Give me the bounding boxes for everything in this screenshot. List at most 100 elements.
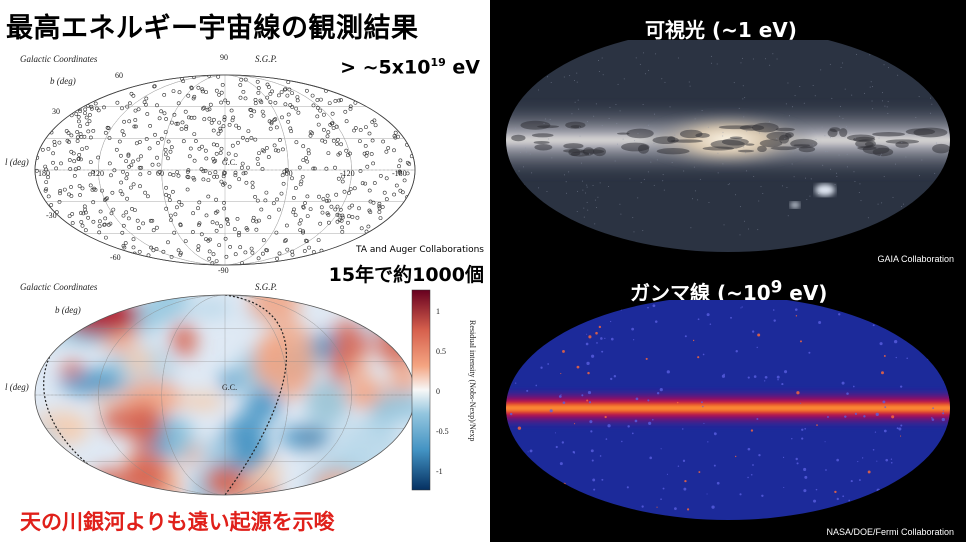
cb-tick-1: 1 xyxy=(436,307,440,316)
event-dot xyxy=(214,197,219,202)
star xyxy=(576,210,578,212)
event-dot xyxy=(104,197,108,202)
event-dot xyxy=(126,153,131,158)
gamma-source xyxy=(588,401,592,404)
gamma-source xyxy=(590,430,593,433)
event-dot xyxy=(223,157,228,162)
star xyxy=(637,133,639,135)
star xyxy=(740,62,742,64)
star xyxy=(707,126,709,128)
event-dot xyxy=(344,119,349,124)
gamma-source xyxy=(509,412,513,416)
event-dot xyxy=(167,198,172,202)
dust-patch xyxy=(905,128,936,136)
event-dot xyxy=(196,85,201,90)
gamma-source xyxy=(804,427,807,430)
event-dot xyxy=(108,221,113,226)
event-dot xyxy=(329,204,334,209)
event-dot xyxy=(367,188,372,193)
event-dot xyxy=(147,171,152,175)
event-dot xyxy=(196,247,201,252)
event-dot xyxy=(179,127,184,131)
event-dot xyxy=(201,177,206,182)
star xyxy=(822,164,824,166)
event-dot xyxy=(179,202,184,207)
residual-blob xyxy=(203,464,245,495)
event-dot xyxy=(164,185,169,190)
event-dot xyxy=(317,194,321,199)
residual-blob xyxy=(170,323,197,358)
event-dot xyxy=(392,192,397,197)
gamma-source xyxy=(752,464,754,466)
event-dot xyxy=(121,169,125,174)
gamma-source xyxy=(561,441,565,444)
event-dot xyxy=(275,197,279,202)
dust-patch xyxy=(534,144,553,151)
gamma-source xyxy=(883,354,886,357)
gamma-source xyxy=(596,342,598,344)
gamma-source xyxy=(883,429,887,433)
event-dot xyxy=(157,116,162,121)
event-dot xyxy=(316,122,321,127)
gamma-source xyxy=(601,478,604,481)
star xyxy=(647,124,649,126)
event-dot xyxy=(93,187,98,192)
event-dot xyxy=(115,100,120,105)
gamma-source xyxy=(514,382,517,384)
event-dot xyxy=(236,233,241,238)
star xyxy=(915,117,917,119)
event-dot xyxy=(202,117,207,122)
gamma-source xyxy=(893,326,896,329)
star xyxy=(519,152,521,154)
event-dot xyxy=(197,146,202,151)
gamma-source xyxy=(586,361,590,366)
event-dot xyxy=(350,215,355,219)
event-dot xyxy=(261,113,266,118)
event-dot xyxy=(204,213,209,218)
dust-patch xyxy=(537,125,560,129)
event-dot xyxy=(275,256,280,261)
event-dot xyxy=(298,218,303,223)
event-dot xyxy=(137,249,142,254)
gamma-source xyxy=(867,470,871,474)
star xyxy=(586,186,588,188)
dust-lanes xyxy=(511,48,950,236)
star xyxy=(585,192,587,194)
event-dot xyxy=(272,118,277,122)
gamma-source xyxy=(599,455,602,457)
event-dot xyxy=(276,207,281,212)
star xyxy=(768,120,770,122)
star xyxy=(620,213,622,215)
gamma-source xyxy=(641,505,644,508)
event-dot xyxy=(362,151,367,156)
event-dot xyxy=(72,173,77,178)
event-dot xyxy=(238,95,243,100)
gamma-source xyxy=(510,342,513,345)
map-header: Galactic Coordinates xyxy=(20,54,98,64)
star xyxy=(599,182,601,184)
gamma-source xyxy=(783,486,785,489)
event-dot xyxy=(67,158,72,162)
event-dot xyxy=(214,228,219,233)
star xyxy=(578,108,580,110)
gamma-source xyxy=(852,385,855,388)
gamma-source xyxy=(660,448,662,450)
event-dot xyxy=(159,136,164,141)
dust-patch xyxy=(757,145,767,153)
event-dot xyxy=(190,230,195,234)
event-dot xyxy=(335,142,340,146)
event-dot xyxy=(269,120,274,125)
star xyxy=(867,217,869,219)
event-dot xyxy=(119,153,123,158)
event-dot xyxy=(78,109,83,114)
event-dot xyxy=(75,139,80,143)
event-dot xyxy=(250,185,255,190)
gamma-source xyxy=(621,440,623,443)
event-dot xyxy=(192,132,197,137)
dust-patch xyxy=(932,143,950,154)
star xyxy=(531,231,533,233)
event-dot xyxy=(220,83,225,87)
event-dot xyxy=(213,170,218,175)
star xyxy=(871,100,873,102)
event-dot xyxy=(183,239,188,244)
